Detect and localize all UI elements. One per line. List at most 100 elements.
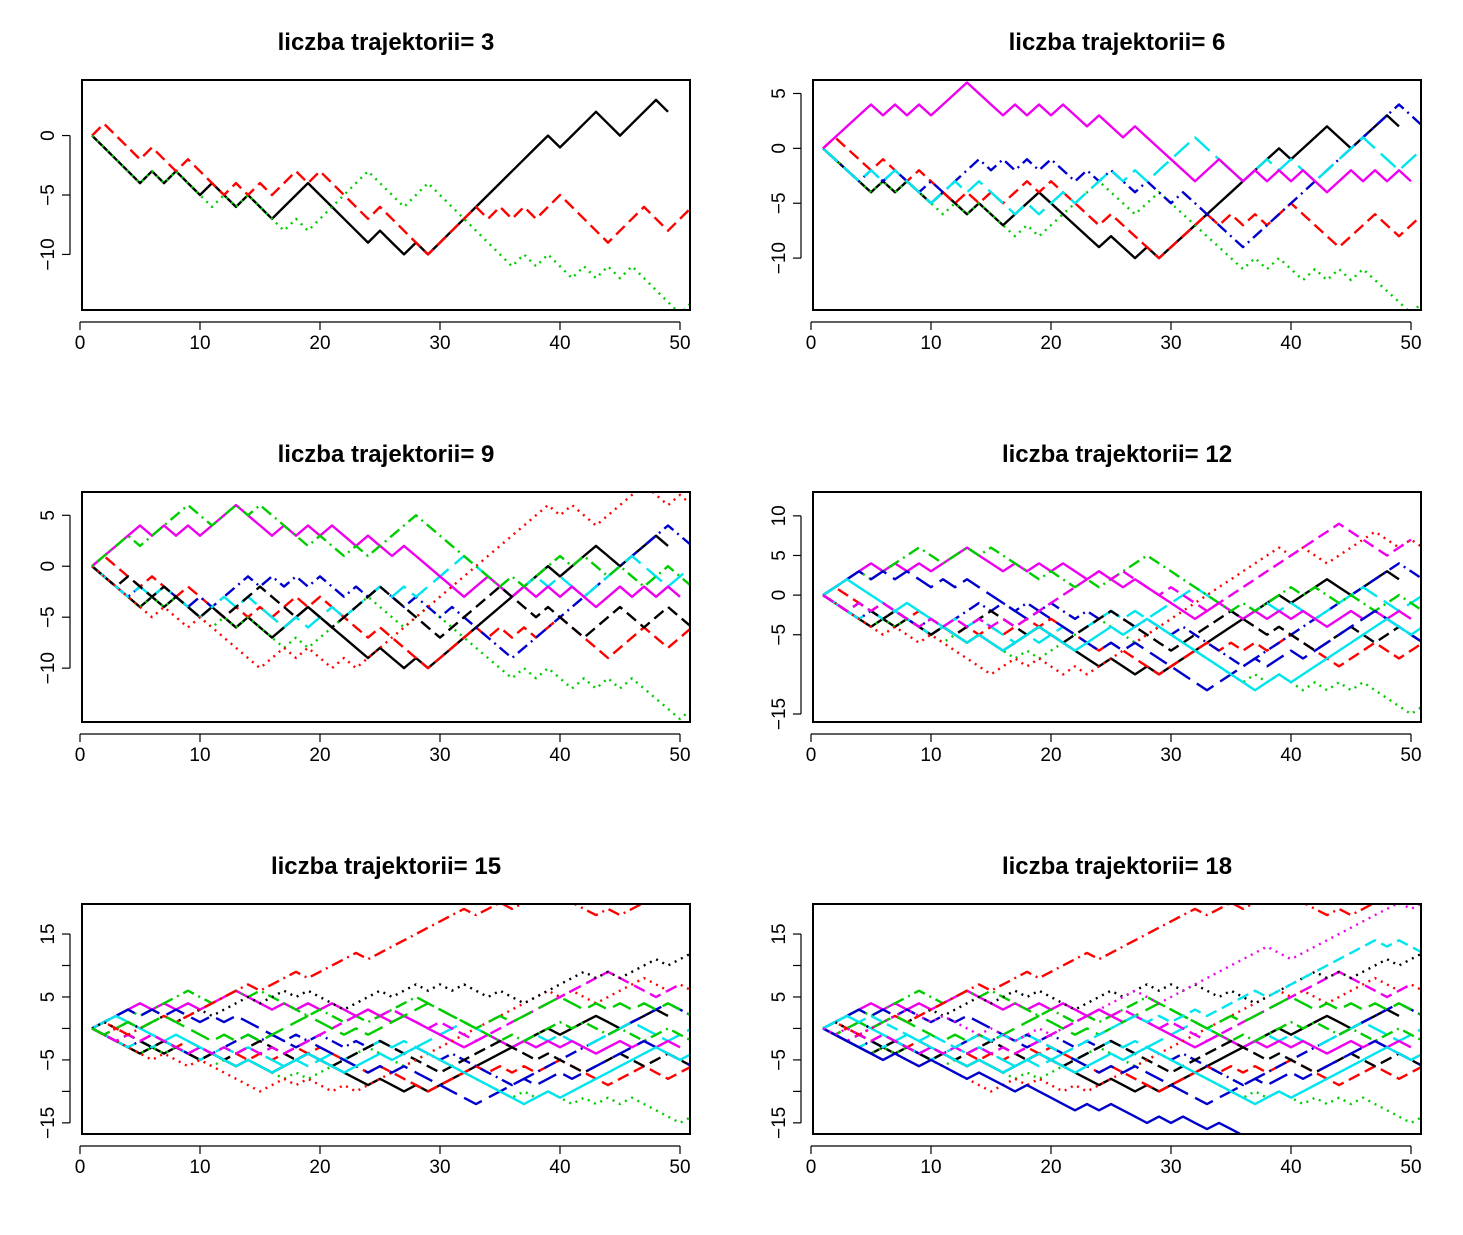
x-tick-label: 50 xyxy=(1400,1157,1421,1178)
plot-frame xyxy=(812,903,1422,1135)
x-tick-label: 10 xyxy=(189,1157,210,1178)
x-tick-label: 20 xyxy=(1040,1157,1061,1178)
y-tick-label: −5 xyxy=(38,606,59,628)
series-line-9 xyxy=(822,546,1421,613)
y-tick-label: 0 xyxy=(38,130,59,141)
y-tick-label: −10 xyxy=(38,238,59,270)
panel-1: liczba trajektorii= 3 0 10 20 30 40 50 0 −5 −10 xyxy=(38,29,691,354)
plot-frame xyxy=(81,79,691,311)
y-tick-label: 5 xyxy=(38,992,59,1003)
x-tick-label: 10 xyxy=(920,745,941,766)
plot-frame xyxy=(81,903,691,1135)
x-tick-label: 20 xyxy=(309,333,330,354)
series-line-2 xyxy=(822,136,1421,260)
y-tick-label: 10 xyxy=(769,505,790,526)
y-tick-label: 0 xyxy=(769,143,790,154)
series-line-3 xyxy=(91,565,690,721)
x-tick-label: 30 xyxy=(1160,745,1181,766)
x-tick-label: 50 xyxy=(669,1157,690,1178)
panel-title: liczba trajektorii= 18 xyxy=(1002,853,1232,880)
series-line-1 xyxy=(91,534,669,670)
series-group xyxy=(91,492,690,721)
series-line-1 xyxy=(91,98,669,256)
series-line-2 xyxy=(91,122,690,256)
x-tick-label: 50 xyxy=(1400,333,1421,354)
x-tick-label: 20 xyxy=(309,1157,330,1178)
y-tick-label: 15 xyxy=(769,923,790,944)
series-line-3 xyxy=(91,134,690,310)
panel-4: liczba trajektorii= 120 10 20 30 40 501050−5−… xyxy=(769,441,1422,766)
x-tick-label: 0 xyxy=(806,1157,817,1178)
series-line-4 xyxy=(822,562,1421,668)
x-tick-label: 0 xyxy=(806,745,817,766)
series-line-12 xyxy=(822,522,1412,628)
y-tick-label: −5 xyxy=(38,1049,59,1071)
y-tick-label: −5 xyxy=(769,624,790,646)
x-tick-label: 0 xyxy=(75,1157,86,1178)
x-tick-label: 30 xyxy=(429,1157,450,1178)
panel-title: liczba trajektorii= 15 xyxy=(271,853,501,880)
panel-title: liczba trajektorii= 12 xyxy=(1002,441,1232,468)
x-tick-label: 20 xyxy=(1040,745,1061,766)
x-tick-label: 0 xyxy=(75,333,86,354)
series-line-9 xyxy=(822,989,1421,1043)
series-line-7 xyxy=(91,565,690,639)
series-line-10 xyxy=(822,1008,1421,1106)
series-line-13 xyxy=(91,952,690,1030)
x-tick-label: 10 xyxy=(189,333,210,354)
x-tick-label: 30 xyxy=(429,745,450,766)
series-line-18 xyxy=(822,904,1421,1043)
plot-frame xyxy=(812,491,1422,723)
y-tick-label: 5 xyxy=(38,510,59,521)
series-line-9 xyxy=(91,989,690,1043)
series-line-15 xyxy=(91,995,690,1043)
series-line-1 xyxy=(822,570,1400,676)
y-tick-label: 5 xyxy=(769,88,790,99)
x-tick-label: 20 xyxy=(1040,333,1061,354)
series-line-11 xyxy=(822,1014,1421,1106)
series-group xyxy=(822,904,1421,1134)
x-tick-label: 10 xyxy=(920,333,941,354)
panel-6: liczba trajektorii= 18 0 10 20 30 40 50 15 5 −5 −1… xyxy=(769,853,1422,1178)
series-line-6 xyxy=(91,503,681,609)
x-tick-label: 30 xyxy=(429,333,450,354)
series-line-14 xyxy=(822,904,1375,1036)
y-tick-label: −15 xyxy=(769,698,790,730)
y-tick-label: 0 xyxy=(769,590,790,601)
series-line-16 xyxy=(822,1027,1243,1134)
y-tick-label: 15 xyxy=(38,923,59,944)
y-tick-label: −5 xyxy=(38,184,59,206)
x-tick-label: 50 xyxy=(669,745,690,766)
x-tick-label: 40 xyxy=(549,333,570,354)
series-group xyxy=(91,98,690,310)
series-line-6 xyxy=(91,989,681,1055)
series-line-13 xyxy=(822,952,1421,1030)
series-line-12 xyxy=(822,970,1412,1055)
x-tick-label: 20 xyxy=(309,745,330,766)
y-tick-label: −15 xyxy=(769,1107,790,1139)
x-tick-label: 0 xyxy=(75,745,86,766)
y-tick-label: −5 xyxy=(769,1049,790,1071)
panel-title: liczba trajektorii= 9 xyxy=(278,441,495,468)
y-tick-label: 5 xyxy=(769,992,790,1003)
series-line-6 xyxy=(822,81,1412,194)
x-tick-label: 10 xyxy=(920,1157,941,1178)
series-line-3 xyxy=(822,147,1421,310)
series-line-2 xyxy=(91,554,690,670)
x-tick-label: 40 xyxy=(549,745,570,766)
x-tick-label: 40 xyxy=(1280,333,1301,354)
x-tick-label: 40 xyxy=(549,1157,570,1178)
x-tick-label: 40 xyxy=(1280,745,1301,766)
series-line-4 xyxy=(822,103,1421,249)
series-line-6 xyxy=(822,546,1412,628)
x-tick-label: 50 xyxy=(1400,745,1421,766)
x-tick-label: 30 xyxy=(1160,1157,1181,1178)
y-tick-label: −10 xyxy=(769,242,790,274)
y-tick-label: −5 xyxy=(769,192,790,214)
panel-title: liczba trajektorii= 3 xyxy=(278,29,495,56)
x-tick-label: 30 xyxy=(1160,333,1181,354)
series-line-10 xyxy=(822,570,1421,692)
